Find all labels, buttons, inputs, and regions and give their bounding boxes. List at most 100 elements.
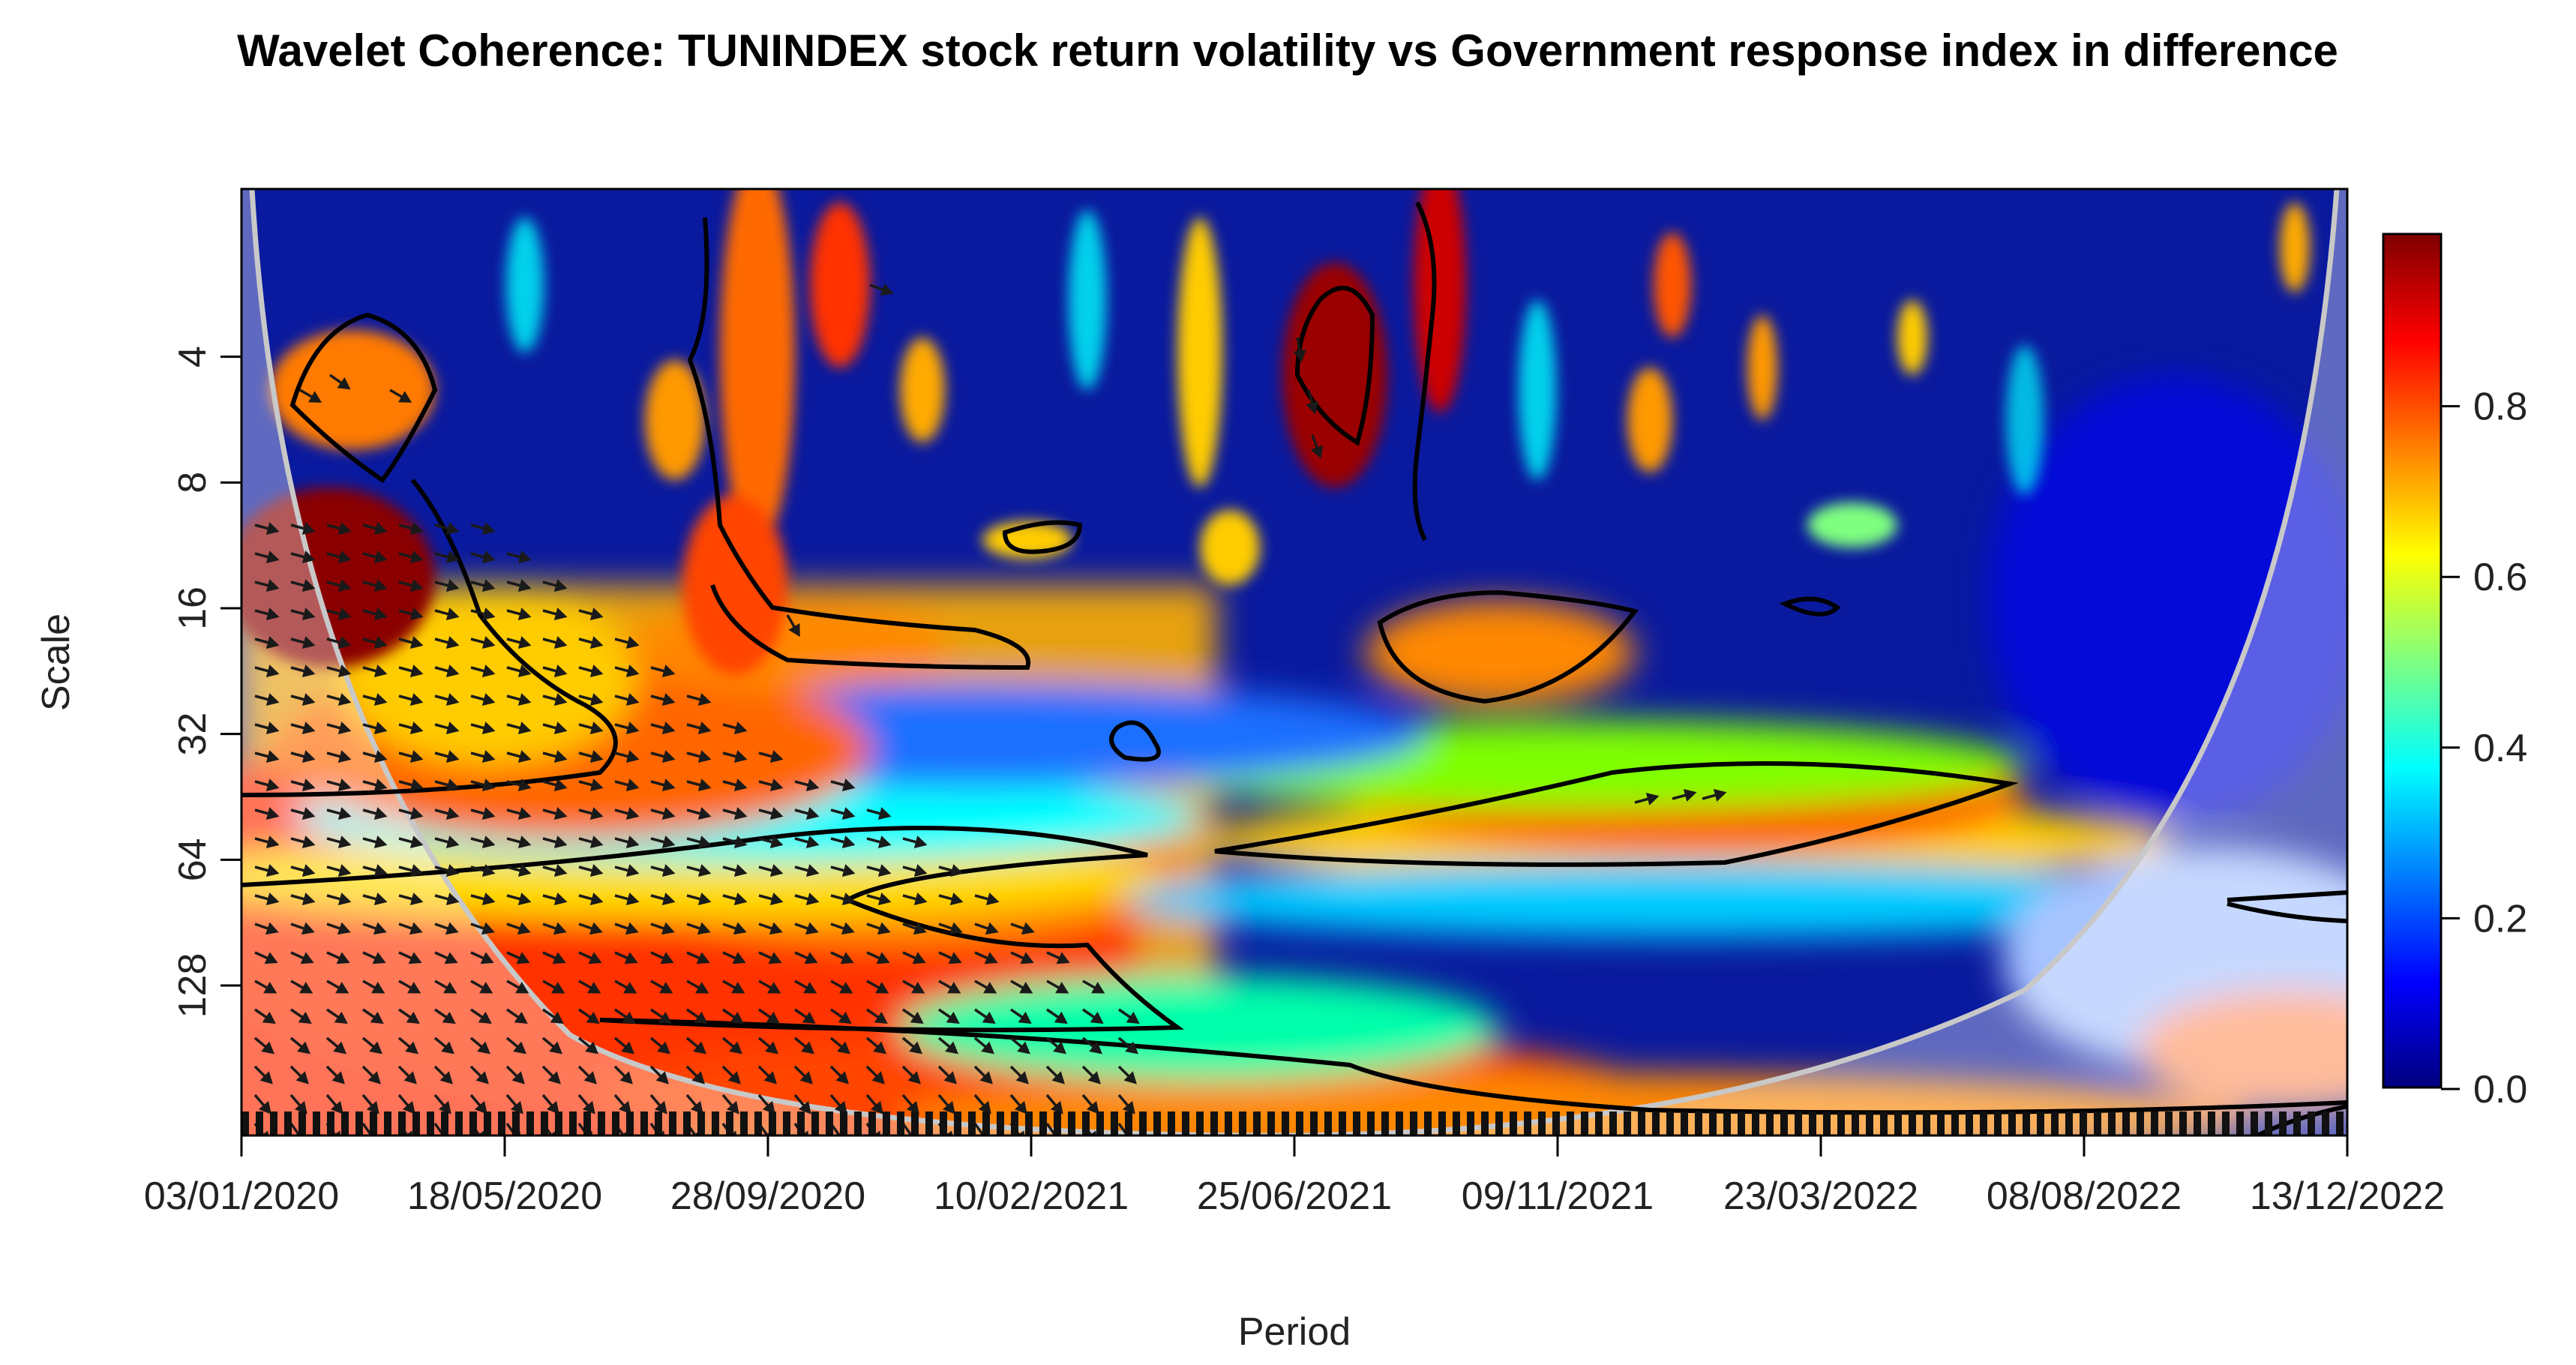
phase-arrow — [434, 892, 460, 905]
phase-arrow — [686, 807, 712, 820]
phase-arrow — [614, 807, 640, 820]
phase-arrow — [542, 807, 568, 820]
strip-tick — [968, 1112, 976, 1136]
phase-arrow — [1046, 1008, 1068, 1024]
phase-arrow — [434, 922, 459, 935]
phase-arrow — [973, 1094, 991, 1114]
phase-arrow — [505, 1094, 523, 1114]
phase-arrow — [328, 374, 351, 390]
phase-arrow — [866, 864, 892, 877]
phase-arrow — [290, 522, 316, 535]
phase-arrow — [1702, 789, 1727, 802]
phase-arrow — [758, 980, 781, 994]
phase-arrow — [506, 836, 532, 848]
phase-arrow — [974, 980, 997, 994]
strip-tick — [811, 1112, 819, 1136]
phase-arrow — [326, 636, 352, 649]
phase-arrow — [434, 693, 460, 706]
phase-arrow — [686, 980, 709, 994]
phase-arrow — [650, 980, 673, 994]
phase-arrow — [254, 664, 280, 677]
phase-arrow — [299, 388, 322, 403]
strip-tick — [1923, 1112, 1930, 1136]
x-tick-label: 13/12/2022 — [2250, 1174, 2445, 1218]
strip-tick — [1282, 1112, 1289, 1136]
strip-tick — [1396, 1112, 1403, 1136]
phase-arrow — [542, 750, 568, 763]
phase-arrow — [794, 836, 820, 848]
phase-arrow — [902, 892, 928, 905]
phase-arrow — [865, 1036, 886, 1054]
phase-arrow — [541, 1094, 559, 1114]
colorbar-gradient — [2382, 232, 2443, 1089]
strip-tick — [1866, 1112, 1873, 1136]
strip-tick — [726, 1112, 733, 1136]
phase-arrow — [362, 951, 386, 964]
phase-arrow — [326, 664, 352, 677]
y-tick-label: 128 — [171, 953, 214, 1018]
strip-tick — [1324, 1112, 1332, 1136]
phase-arrow — [362, 1008, 384, 1024]
y-tick-label: 64 — [171, 838, 214, 881]
strip-tick — [612, 1112, 619, 1136]
strip-tick — [1410, 1112, 1417, 1136]
phase-arrow — [974, 1008, 996, 1024]
phase-arrow — [398, 636, 424, 649]
phase-arrow — [866, 980, 889, 994]
phase-arrow — [541, 1036, 562, 1054]
phase-arrow — [722, 807, 748, 820]
phase-arrow — [829, 1094, 847, 1114]
phase-arrow — [542, 636, 568, 649]
phase-arrow — [650, 1008, 672, 1024]
strip-tick — [1937, 1112, 1945, 1136]
phase-arrow — [758, 807, 784, 820]
phase-arrow — [362, 864, 388, 877]
phase-arrow — [614, 693, 640, 706]
strip-tick — [640, 1112, 648, 1136]
phase-arrow — [578, 892, 604, 905]
phase-arrow — [614, 892, 640, 905]
strip-tick — [997, 1112, 1004, 1136]
phase-arrow — [434, 608, 460, 620]
phase-arrow — [290, 608, 316, 620]
strip-tick — [298, 1112, 306, 1136]
phase-arrow — [470, 608, 496, 620]
strip-tick — [1994, 1112, 2002, 1136]
phase-arrow — [722, 1008, 744, 1024]
y-axis: 4 8 16 32 64 128 — [171, 346, 241, 1018]
phase-arrow — [542, 892, 568, 905]
strip-tick — [940, 1112, 947, 1136]
phase-arrow — [686, 892, 712, 905]
phase-arrow — [1009, 1065, 1029, 1084]
strip-tick — [341, 1112, 349, 1136]
phase-arrow — [290, 550, 316, 563]
strip-tick — [2293, 1112, 2301, 1136]
phase-arrow — [506, 722, 532, 734]
strip-tick — [1752, 1112, 1759, 1136]
strip-tick — [1609, 1112, 1617, 1136]
phase-arrow — [1010, 1008, 1032, 1024]
strip-tick — [1738, 1112, 1745, 1136]
phase-arrow — [901, 1094, 919, 1114]
phase-arrow — [362, 664, 388, 677]
strip-tick — [1780, 1112, 1788, 1136]
strip-tick — [911, 1112, 919, 1136]
phase-arrow — [326, 836, 352, 848]
strip-tick — [2037, 1112, 2044, 1136]
phase-arrow — [794, 778, 820, 791]
phase-arrow — [1046, 951, 1070, 964]
strip-tick — [2179, 1112, 2187, 1136]
phase-arrow — [542, 836, 568, 848]
phase-arrow — [469, 1036, 490, 1054]
phase-arrow — [722, 750, 748, 763]
phase-arrow — [470, 807, 496, 820]
strip-tick — [1025, 1112, 1033, 1136]
phase-arrow — [325, 1036, 346, 1054]
phase-arrow — [506, 807, 532, 820]
phase-arrow — [398, 864, 424, 877]
phase-arrow — [254, 980, 277, 994]
phase-arrow — [506, 1008, 528, 1024]
phase-arrow — [506, 608, 532, 620]
phase-arrow — [289, 1065, 309, 1084]
strip-tick — [626, 1112, 634, 1136]
